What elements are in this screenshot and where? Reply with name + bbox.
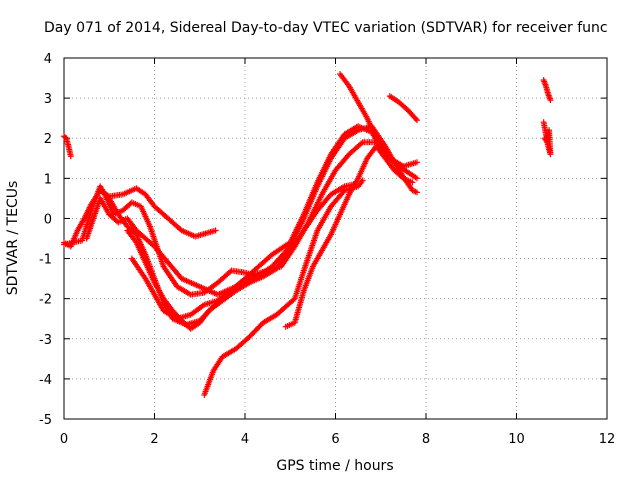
y-tick-label: 1 bbox=[44, 172, 52, 187]
grid bbox=[64, 58, 607, 419]
data-point bbox=[67, 153, 74, 160]
y-tick-label: 4 bbox=[44, 52, 52, 67]
series-track-5 bbox=[128, 123, 420, 322]
data-point bbox=[413, 159, 420, 166]
data-point bbox=[177, 226, 184, 233]
series-track-7 bbox=[124, 181, 357, 332]
y-tick-label: -2 bbox=[39, 293, 52, 308]
series-track-13 bbox=[540, 119, 554, 158]
series-track-3 bbox=[61, 183, 262, 298]
data-point bbox=[413, 175, 420, 182]
data-point bbox=[359, 177, 366, 184]
data-point bbox=[227, 268, 234, 275]
x-tick-label: 0 bbox=[60, 432, 68, 447]
series-track-9 bbox=[282, 143, 416, 330]
y-tick-label: -5 bbox=[39, 413, 52, 428]
x-tick-label: 8 bbox=[422, 432, 430, 447]
data-point bbox=[358, 140, 365, 147]
series-track-11 bbox=[386, 93, 420, 124]
x-tick-label: 12 bbox=[599, 432, 616, 447]
y-tick-label: 0 bbox=[44, 212, 52, 227]
data-point bbox=[409, 179, 416, 186]
x-tick-label: 2 bbox=[150, 432, 158, 447]
x-tick-label: 4 bbox=[241, 432, 249, 447]
data-point bbox=[413, 117, 420, 124]
data-point bbox=[212, 227, 219, 234]
data-points bbox=[61, 71, 554, 398]
x-tick-label: 10 bbox=[508, 432, 525, 447]
data-point bbox=[412, 115, 419, 122]
series-track-1 bbox=[61, 133, 74, 160]
data-point bbox=[542, 136, 549, 143]
y-tick-label: -1 bbox=[39, 253, 52, 268]
y-axis-label: SDTVAR / TECUs bbox=[5, 181, 21, 296]
data-point bbox=[413, 189, 420, 196]
data-point bbox=[547, 97, 554, 104]
y-tick-label: 3 bbox=[44, 92, 52, 107]
x-axis-label: GPS time / hours bbox=[276, 458, 393, 474]
data-point bbox=[541, 135, 548, 142]
data-point bbox=[399, 174, 406, 181]
x-tick-labels: 0 2 4 6 8 10 12 bbox=[60, 432, 615, 447]
x-tick-label: 6 bbox=[331, 432, 339, 447]
data-point bbox=[400, 165, 407, 172]
y-tick-label: 2 bbox=[44, 132, 52, 147]
chart-title: Day 071 of 2014, Sidereal Day-to-day VTE… bbox=[44, 20, 608, 36]
y-tick-labels: -5 -4 -3 -2 -1 0 1 2 3 4 bbox=[39, 52, 52, 428]
series-track-12 bbox=[540, 77, 554, 104]
series-track-10 bbox=[337, 71, 407, 172]
y-tick-label: -4 bbox=[39, 373, 52, 388]
y-tick-label: -3 bbox=[39, 333, 52, 348]
